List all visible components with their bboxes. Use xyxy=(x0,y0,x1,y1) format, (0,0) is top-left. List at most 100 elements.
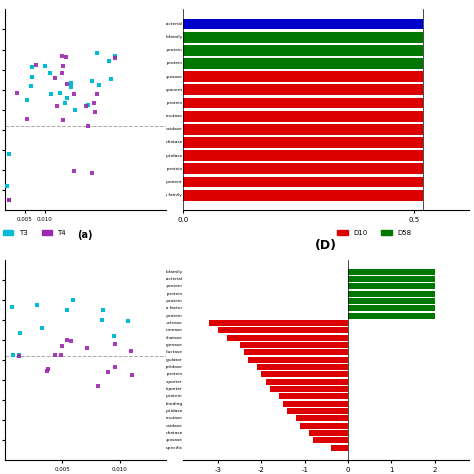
Point xyxy=(45,365,52,373)
Point xyxy=(5,150,12,157)
Point xyxy=(111,52,119,60)
Point xyxy=(27,82,35,90)
Point xyxy=(71,107,78,114)
Bar xyxy=(244,349,348,356)
Point xyxy=(9,303,16,311)
Point xyxy=(23,96,31,104)
Bar xyxy=(218,328,348,333)
Point xyxy=(83,344,91,352)
Point xyxy=(58,69,65,77)
Bar xyxy=(183,45,423,56)
Point xyxy=(107,76,115,83)
Point xyxy=(15,353,22,360)
Point xyxy=(70,168,78,175)
Bar xyxy=(183,190,423,201)
Point xyxy=(124,317,131,325)
Bar xyxy=(248,357,348,363)
Bar xyxy=(257,364,348,370)
Bar xyxy=(210,320,348,326)
Bar xyxy=(348,276,435,282)
Bar xyxy=(183,164,423,174)
Point xyxy=(27,63,35,71)
Bar xyxy=(279,393,348,400)
Point xyxy=(59,116,67,123)
Bar xyxy=(183,111,423,121)
Point xyxy=(105,57,113,64)
Bar xyxy=(270,386,348,392)
Point xyxy=(51,352,58,359)
Point xyxy=(95,82,103,89)
Point xyxy=(70,91,77,98)
Point xyxy=(3,182,10,190)
Bar xyxy=(348,305,435,311)
Bar xyxy=(348,298,435,304)
Point xyxy=(9,351,17,358)
Point xyxy=(88,77,96,85)
Point xyxy=(82,102,90,110)
Point xyxy=(67,83,75,91)
Point xyxy=(84,101,91,109)
Bar xyxy=(266,379,348,385)
Point xyxy=(13,89,21,96)
Bar xyxy=(183,71,423,82)
Point xyxy=(41,62,48,70)
Bar xyxy=(227,335,348,341)
Point xyxy=(43,367,51,375)
Point xyxy=(53,102,61,110)
Point xyxy=(127,348,135,356)
Point xyxy=(93,49,101,57)
Point xyxy=(39,324,46,332)
Point xyxy=(62,53,70,61)
Point xyxy=(15,351,22,359)
Bar xyxy=(296,415,348,421)
Bar xyxy=(331,445,348,451)
Point xyxy=(58,53,65,60)
Point xyxy=(90,100,98,107)
Point xyxy=(111,363,118,370)
Point xyxy=(56,90,64,97)
Bar xyxy=(240,342,348,348)
Bar xyxy=(183,150,423,161)
Bar xyxy=(309,430,348,436)
Legend: D10, D58: D10, D58 xyxy=(335,227,414,238)
Point xyxy=(94,382,102,390)
Point xyxy=(23,115,31,123)
Point xyxy=(89,169,96,176)
Point xyxy=(5,196,12,203)
Point xyxy=(57,352,64,359)
Bar xyxy=(287,408,348,414)
Bar xyxy=(183,32,423,43)
Point xyxy=(64,336,71,344)
Point xyxy=(104,369,112,376)
Point xyxy=(67,337,74,344)
Point xyxy=(91,108,99,116)
Point xyxy=(84,122,92,129)
Bar xyxy=(348,291,435,297)
Point xyxy=(59,62,66,69)
Point xyxy=(63,306,71,314)
Point xyxy=(63,94,71,101)
Point xyxy=(111,340,118,348)
Point xyxy=(62,100,69,107)
Legend: T3, T4: T3, T4 xyxy=(0,227,69,238)
Bar xyxy=(261,371,348,377)
Point xyxy=(46,69,54,76)
Bar xyxy=(183,84,423,95)
Point xyxy=(111,54,119,62)
Point xyxy=(33,61,40,69)
Point xyxy=(99,316,106,323)
Point xyxy=(28,73,36,81)
Bar xyxy=(348,283,435,290)
Point xyxy=(128,372,136,379)
Bar xyxy=(183,137,423,148)
Bar xyxy=(301,423,348,428)
Point xyxy=(51,74,59,82)
Bar xyxy=(183,176,423,187)
Point xyxy=(110,332,118,340)
Bar xyxy=(348,313,435,319)
Bar xyxy=(183,124,423,135)
Bar xyxy=(313,438,348,443)
Bar xyxy=(348,269,435,275)
Text: (a): (a) xyxy=(77,229,93,240)
Bar xyxy=(183,98,423,109)
